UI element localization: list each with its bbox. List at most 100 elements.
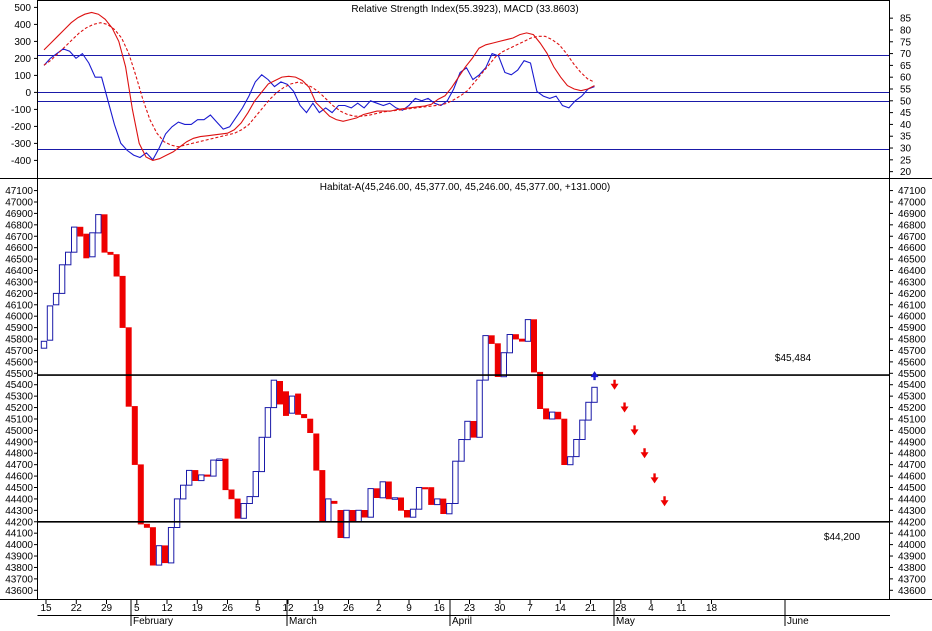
price-right-tick-label: 46100	[898, 300, 926, 311]
candle-down	[537, 371, 544, 410]
x-tick-label: 21	[585, 603, 597, 614]
right-tick-label: 55	[900, 85, 912, 96]
price-left-tick-label: 45200	[5, 403, 33, 414]
x-tick-label: 4	[648, 603, 654, 614]
right-tick-label: 50	[900, 96, 912, 107]
candle-down	[512, 334, 519, 340]
candle-up	[409, 508, 417, 518]
price-right-tick-label: 44600	[898, 472, 926, 483]
price-right-tick-label: 45700	[898, 346, 926, 357]
price-right-tick-label: 46400	[898, 266, 926, 277]
price-left-tick-label: 45300	[5, 392, 33, 403]
left-tick-label: 200	[14, 54, 31, 65]
month-label: April	[452, 616, 472, 626]
price-right-tick-label: 45300	[898, 392, 926, 403]
candle-up	[52, 292, 60, 306]
price-left-tick-label: 44500	[5, 483, 33, 494]
x-tick-label: 29	[101, 603, 113, 614]
price-right-tick-label: 45100	[898, 414, 926, 425]
x-tick-label: 5	[255, 603, 261, 614]
month-label: June	[787, 616, 809, 626]
right-tick-label: 60	[900, 73, 912, 84]
candle-down	[137, 464, 144, 525]
price-right-tick-label: 44700	[898, 460, 926, 471]
x-tick-label: 18	[706, 603, 718, 614]
candle-up	[167, 527, 175, 564]
left-tick-label: -300	[11, 139, 31, 150]
price-left-tick-label: 46300	[5, 277, 33, 288]
candle-down	[555, 411, 562, 420]
price-right-tick-label: 44200	[898, 517, 926, 528]
left-tick-label: -100	[11, 105, 31, 116]
candle-up	[573, 439, 580, 458]
price-right-tick-label: 45900	[898, 323, 926, 334]
candle-down	[361, 509, 368, 518]
right-tick-label: 20	[900, 167, 912, 178]
candle-up	[591, 386, 598, 403]
price-left-tick-label: 44800	[5, 449, 33, 460]
right-tick-label: 65	[900, 61, 912, 72]
candle-up	[216, 458, 223, 461]
candle-up	[264, 407, 272, 438]
x-tick-label: 5	[134, 603, 140, 614]
candle-up	[180, 484, 187, 500]
price-left-tick-label: 45800	[5, 335, 33, 346]
candle-down	[494, 343, 501, 378]
candle-up	[500, 352, 508, 378]
left-tick-label: -400	[11, 156, 31, 167]
price-left-tick-label: 44600	[5, 472, 33, 483]
candle-up	[198, 474, 205, 482]
month-label: March	[289, 616, 317, 626]
candle-down	[162, 545, 169, 564]
price-left-tick-label: 46100	[5, 300, 33, 311]
candle-down	[113, 254, 120, 277]
candle-down	[101, 214, 108, 253]
right-tick-label: 25	[900, 155, 912, 166]
price-left-tick-label: 43600	[5, 586, 33, 597]
candle-down	[349, 509, 356, 522]
candle-down	[149, 527, 156, 566]
down-arrow-icon	[650, 473, 659, 484]
candle-up	[71, 226, 78, 253]
candle-up	[252, 471, 260, 498]
x-tick-label: 14	[555, 603, 567, 614]
price-title: Habitat-A(45,246.00, 45,377.00, 45,246.0…	[320, 182, 611, 193]
left-tick-label: 100	[14, 71, 31, 82]
price-left-tick-label: 44700	[5, 460, 33, 471]
left-tick-label: -200	[11, 122, 31, 133]
price-right-tick-label: 45800	[898, 335, 926, 346]
price-left-tick-label: 44100	[5, 529, 33, 540]
indicator-title: Relative Strength Index(55.3923), MACD (…	[351, 4, 578, 15]
price-left-tick-label: 44400	[5, 494, 33, 505]
x-tick-label: 12	[161, 603, 173, 614]
price-right-tick-label: 46700	[898, 232, 926, 243]
x-tick-label: 11	[676, 603, 687, 614]
candle-down	[295, 393, 302, 415]
candle-down	[337, 509, 344, 538]
price-left-tick-label: 45000	[5, 426, 33, 437]
price-right-tick-label: 44400	[898, 494, 926, 505]
candle-down	[373, 488, 380, 499]
right-tick-label: 80	[900, 25, 912, 36]
candle-up	[379, 481, 387, 499]
price-right-tick-label: 44300	[898, 506, 926, 517]
candle-down	[331, 500, 338, 504]
price-left-tick-label: 45600	[5, 357, 33, 368]
right-tick-label: 30	[900, 144, 912, 155]
price-right-tick-label: 46500	[898, 255, 926, 266]
candle-down	[422, 487, 429, 490]
price-right-tick-label: 45500	[898, 369, 926, 380]
price-right-tick-label: 45600	[898, 357, 926, 368]
price-right-tick-label: 43800	[898, 563, 926, 574]
candle-down	[397, 497, 404, 511]
price-left-tick-label: 44200	[5, 517, 33, 528]
candle-down	[143, 523, 150, 528]
price-left-tick-label: 46200	[5, 289, 33, 300]
price-left-tick-label: 47100	[5, 186, 33, 197]
price-right-tick-label: 44100	[898, 529, 926, 540]
candle-up	[288, 395, 296, 414]
right-tick-label: 85	[900, 14, 912, 25]
right-tick-label: 70	[900, 49, 912, 60]
price-left-tick-label: 45100	[5, 414, 33, 425]
candle-up	[585, 401, 592, 421]
